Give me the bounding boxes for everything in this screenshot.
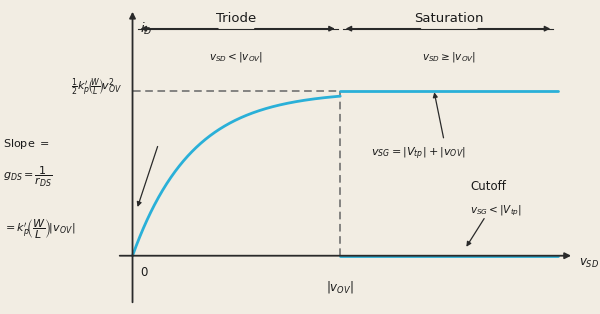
Text: $= k_p^{\prime}\!\left(\dfrac{W}{L}\right)\!|v_{OV}|$: $= k_p^{\prime}\!\left(\dfrac{W}{L}\righ… <box>3 218 75 241</box>
Text: $v_{SD} < |v_{OV}|$: $v_{SD} < |v_{OV}|$ <box>209 50 263 64</box>
Text: $0$: $0$ <box>140 266 149 279</box>
Text: $v_{SG} = |V_{tp}| + |v_{OV}|$: $v_{SG} = |V_{tp}| + |v_{OV}|$ <box>371 145 466 162</box>
Text: Cutoff: Cutoff <box>470 180 506 193</box>
Text: $|v_{OV}|$: $|v_{OV}|$ <box>326 279 354 295</box>
Text: $v_{SD}$: $v_{SD}$ <box>579 257 599 270</box>
Text: $\frac{1}{2}k_p^{\prime}\!\left(\!\frac{W}{L}\!\right)\!v_{OV}^{2}$: $\frac{1}{2}k_p^{\prime}\!\left(\!\frac{… <box>71 77 122 99</box>
Text: $i_D$: $i_D$ <box>140 20 152 36</box>
Text: $g_{DS} = \dfrac{1}{r_{DS}}$: $g_{DS} = \dfrac{1}{r_{DS}}$ <box>3 165 52 189</box>
Text: $v_{SG} < |V_{tp}|$: $v_{SG} < |V_{tp}|$ <box>470 204 522 219</box>
Text: Triode: Triode <box>216 12 256 25</box>
Text: $v_{SD} \geq |v_{OV}|$: $v_{SD} \geq |v_{OV}|$ <box>422 50 476 64</box>
Text: Slope $=$: Slope $=$ <box>3 137 49 151</box>
Text: Saturation: Saturation <box>415 12 484 25</box>
